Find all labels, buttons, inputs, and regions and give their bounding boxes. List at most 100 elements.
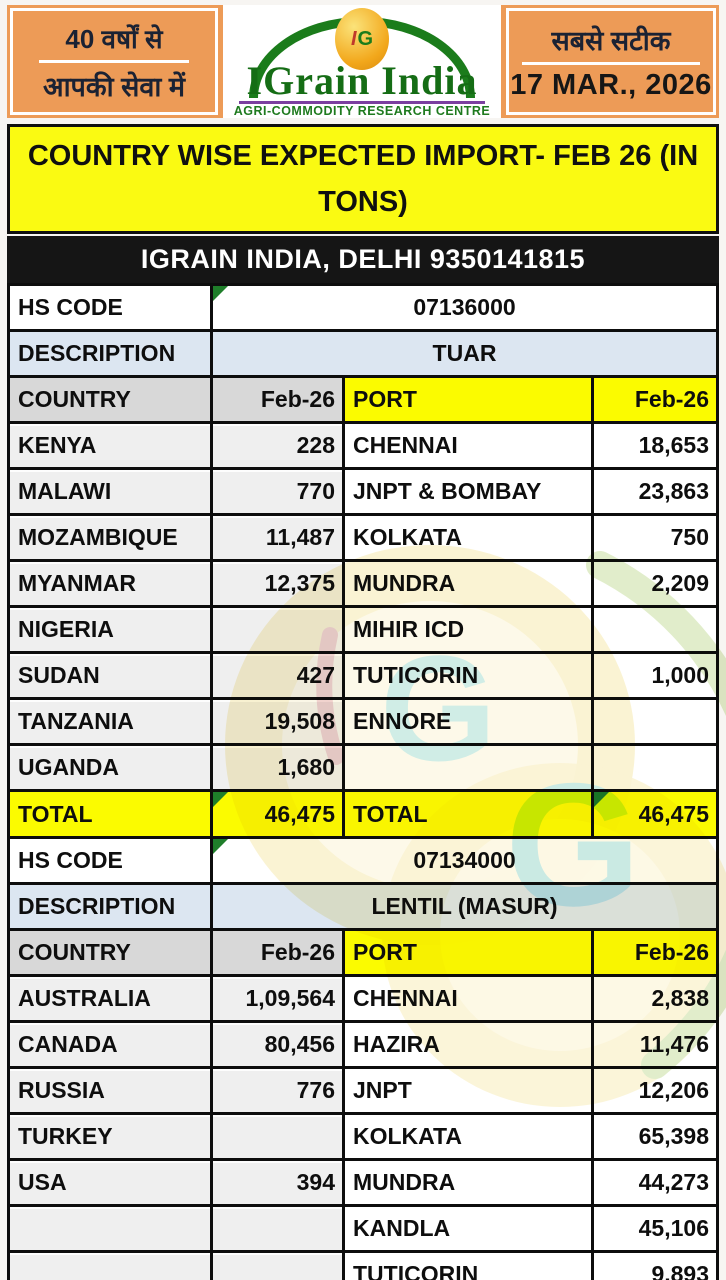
country-value-cell: 770 [213, 470, 345, 513]
country-value-cell: 1,680 [213, 746, 345, 789]
logo-purple-rule [239, 101, 485, 104]
country-value-cell: 776 [213, 1069, 345, 1112]
hs-code-label: HS CODE [10, 839, 213, 882]
corner-flag-icon [594, 792, 609, 807]
country-value-cell: 80,456 [213, 1023, 345, 1066]
country-cell: MYANMAR [10, 562, 213, 605]
hs-code-row: HS CODE 07134000 [10, 839, 716, 885]
port-cell: KANDLA [345, 1207, 594, 1250]
port-column-header: PORT [345, 931, 594, 974]
header-left-divider [39, 59, 189, 63]
country-value-cell: 228 [213, 424, 345, 467]
port-cell: HAZIRA [345, 1023, 594, 1066]
port-cell: JNPT [345, 1069, 594, 1112]
header-left-line1: 40 वर्षों से [65, 23, 163, 54]
country-cell: UGANDA [10, 746, 213, 789]
port-column-header: PORT [345, 378, 594, 421]
total-port-value: 46,475 [594, 792, 716, 836]
country-month-header: Feb-26 [213, 378, 345, 421]
logo-tagline: AGRI-COMMODITY RESEARCH CENTRE [233, 104, 491, 118]
corner-flag-icon [213, 286, 228, 301]
port-cell: TUTICORIN [345, 1253, 594, 1280]
corner-flag-icon [213, 839, 228, 854]
table-row: KENYA 228 CHENNAI 18,653 [10, 424, 716, 470]
country-value-cell [213, 1207, 345, 1250]
port-month-header: Feb-26 [594, 378, 716, 421]
country-value-cell: 394 [213, 1161, 345, 1204]
port-cell: MUNDRA [345, 562, 594, 605]
contact-bar: IGRAIN INDIA, DELHI 9350141815 [7, 236, 719, 283]
total-label: TOTAL [10, 792, 213, 836]
logo-monogram-i: I [350, 27, 357, 50]
header-right-box: सबसे सटीक 17 MAR., 2026 [506, 8, 716, 115]
hs-code-value: 07134000 [213, 839, 716, 882]
grain-seed-icon: I G [335, 8, 389, 70]
country-value-cell [213, 608, 345, 651]
country-cell: MOZAMBIQUE [10, 516, 213, 559]
corner-flag-icon [213, 792, 228, 807]
port-value-cell: 44,273 [594, 1161, 716, 1204]
country-cell [10, 1207, 213, 1250]
port-cell: MIHIR ICD [345, 608, 594, 651]
port-value-cell: 2,209 [594, 562, 716, 605]
port-cell: ENNORE [345, 700, 594, 743]
country-cell: AUSTRALIA [10, 977, 213, 1020]
logo-monogram-g: G [357, 27, 374, 50]
port-cell: JNPT & BOMBAY [345, 470, 594, 513]
table-row: MYANMAR 12,375 MUNDRA 2,209 [10, 562, 716, 608]
country-value-cell: 19,508 [213, 700, 345, 743]
total-row: TOTAL 46,475 TOTAL 46,475 [10, 792, 716, 839]
header-right-divider [522, 62, 700, 65]
header-date: 17 MAR., 2026 [510, 69, 712, 101]
port-cell: CHENNAI [345, 977, 594, 1020]
country-column-header: COUNTRY [10, 378, 213, 421]
country-cell: RUSSIA [10, 1069, 213, 1112]
table-row: TURKEY KOLKATA 65,398 [10, 1115, 716, 1161]
port-value-cell: 18,653 [594, 424, 716, 467]
port-month-header: Feb-26 [594, 931, 716, 974]
report-title-line2: TONS) [318, 186, 408, 218]
total-port-label: TOTAL [345, 792, 594, 836]
column-header-row: COUNTRY Feb-26 PORT Feb-26 [10, 378, 716, 424]
country-cell: CANADA [10, 1023, 213, 1066]
table-row: CANADA 80,456 HAZIRA 11,476 [10, 1023, 716, 1069]
port-value-cell: 45,106 [594, 1207, 716, 1250]
description-value: LENTIL (MASUR) [213, 885, 716, 928]
total-country-value: 46,475 [213, 792, 345, 836]
logo-name: IGrain India [246, 58, 478, 103]
import-table: HS CODE 07136000 DESCRIPTION TUAR COUNTR… [7, 283, 719, 1280]
port-cell: TUTICORIN [345, 654, 594, 697]
port-value-cell: 750 [594, 516, 716, 559]
port-cell: KOLKATA [345, 1115, 594, 1158]
report-title: COUNTRY WISE EXPECTED IMPORT- FEB 26 (IN… [7, 124, 719, 234]
report-title-line1: COUNTRY WISE EXPECTED IMPORT- FEB 26 (IN [27, 140, 699, 172]
port-value-cell [594, 746, 716, 789]
country-value-cell: 427 [213, 654, 345, 697]
country-cell: MALAWI [10, 470, 213, 513]
country-cell: TANZANIA [10, 700, 213, 743]
country-cell [10, 1253, 213, 1280]
country-value-cell [213, 1115, 345, 1158]
table-row: MOZAMBIQUE 11,487 KOLKATA 750 [10, 516, 716, 562]
description-label: DESCRIPTION [10, 885, 213, 928]
table-row: MALAWI 770 JNPT & BOMBAY 23,863 [10, 470, 716, 516]
port-value-cell: 23,863 [594, 470, 716, 513]
description-value: TUAR [213, 332, 716, 375]
table-row: TANZANIA 19,508 ENNORE [10, 700, 716, 746]
igrain-logo: I G IGrain India AGRI-COMMODITY RESEARCH… [223, 5, 501, 118]
table-row: UGANDA 1,680 [10, 746, 716, 792]
hs-code-row: HS CODE 07136000 [10, 286, 716, 332]
table-row: KANDLA 45,106 [10, 1207, 716, 1253]
table-row: SUDAN 427 TUTICORIN 1,000 [10, 654, 716, 700]
country-value-cell: 1,09,564 [213, 977, 345, 1020]
country-value-cell: 12,375 [213, 562, 345, 605]
country-cell: NIGERIA [10, 608, 213, 651]
country-cell: KENYA [10, 424, 213, 467]
country-cell: USA [10, 1161, 213, 1204]
country-value-cell: 11,487 [213, 516, 345, 559]
port-value-cell: 11,476 [594, 1023, 716, 1066]
hs-code-label: HS CODE [10, 286, 213, 329]
country-cell: SUDAN [10, 654, 213, 697]
table-row: NIGERIA MIHIR ICD [10, 608, 716, 654]
port-cell: MUNDRA [345, 1161, 594, 1204]
